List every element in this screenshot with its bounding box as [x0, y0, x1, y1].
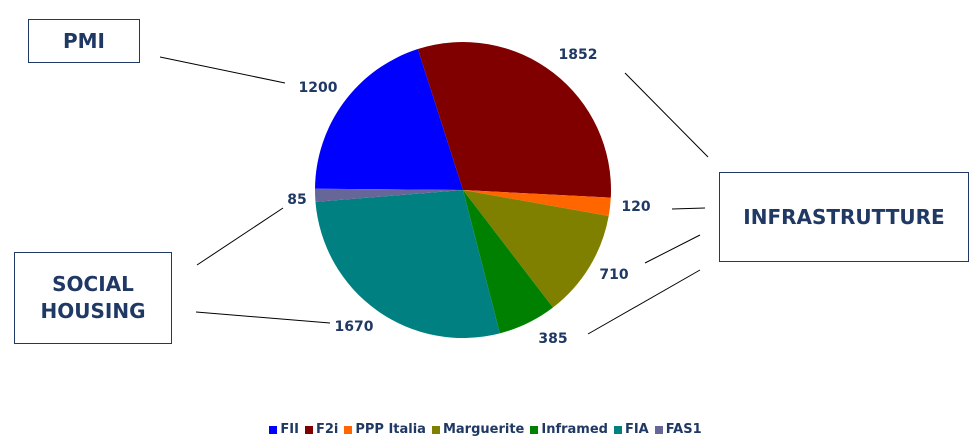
legend-label: F2i	[315, 422, 339, 437]
data-label: 710	[599, 267, 628, 283]
pie-slice	[315, 188, 463, 202]
leader-lines	[159, 56, 709, 335]
data-label: 85	[287, 192, 306, 208]
legend-label: PPP Italia	[355, 422, 426, 437]
legend-swatch	[431, 425, 440, 434]
legend-item: Inframed	[530, 422, 608, 437]
legend-swatch	[344, 425, 353, 434]
pie-slice	[463, 190, 611, 217]
pie-slice	[463, 190, 553, 334]
legend-swatch	[304, 425, 313, 434]
legend-item: F2i	[304, 422, 339, 437]
leader-line	[624, 72, 709, 158]
data-label: 1852	[559, 47, 598, 63]
leader-line	[196, 207, 284, 266]
pie	[315, 42, 611, 338]
legend-swatch	[654, 425, 663, 434]
annotation-box: PMI	[28, 19, 140, 63]
data-label: 120	[621, 199, 650, 215]
legend-item: FAS1	[654, 422, 702, 437]
legend-label: Marguerite	[442, 422, 525, 437]
leader-line	[671, 207, 706, 210]
pie-slice	[417, 42, 611, 198]
legend-swatch	[530, 425, 539, 434]
legend-swatch	[269, 425, 278, 434]
legend-item: Marguerite	[431, 422, 525, 437]
legend-label: FAS1	[665, 422, 702, 437]
legend-label: FIA	[624, 422, 649, 437]
legend-label: Inframed	[541, 422, 608, 437]
legend-swatch	[613, 425, 622, 434]
legend-item: FIA	[613, 422, 649, 437]
annotation-box: INFRASTRUTTURE	[719, 172, 969, 262]
legend-item: PPP Italia	[344, 422, 426, 437]
leader-line	[644, 234, 701, 264]
leader-line	[587, 269, 701, 335]
leader-line	[195, 311, 331, 324]
legend: FII F2i PPP Italia Marguerite Inframed FIA FAS…	[0, 422, 971, 437]
data-label: 1670	[335, 319, 374, 335]
legend-item: FII	[269, 422, 299, 437]
pie-slice	[315, 49, 463, 190]
data-label: 1200	[299, 80, 338, 96]
pie-slice	[315, 190, 500, 338]
pie-slice	[463, 190, 609, 308]
legend-label: FII	[280, 422, 299, 437]
annotation-box: SOCIAL HOUSING	[14, 252, 172, 344]
data-label: 385	[538, 331, 567, 347]
leader-line	[159, 56, 286, 84]
